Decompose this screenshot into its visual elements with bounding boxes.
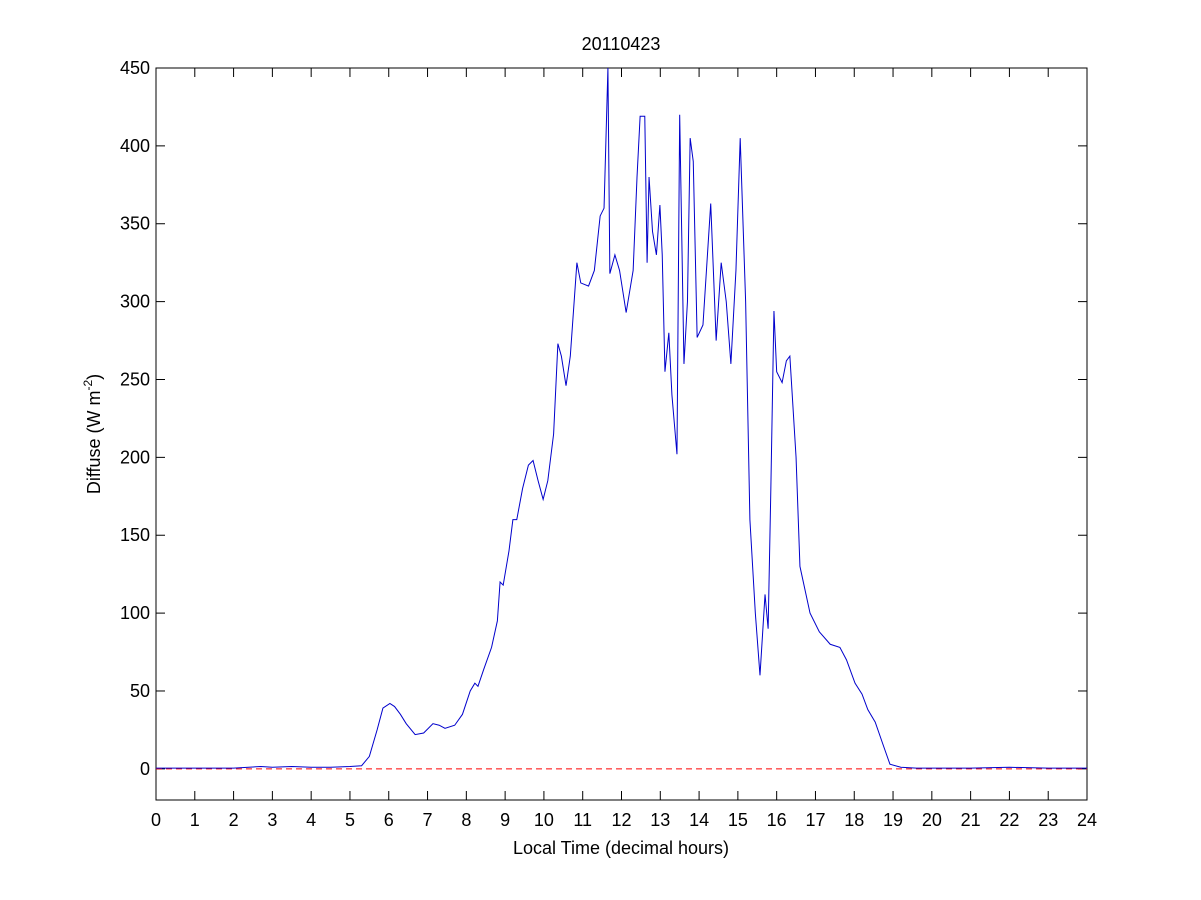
x-tick-label: 10: [534, 810, 554, 830]
y-tick-label: 250: [120, 369, 150, 389]
y-tick-label: 100: [120, 603, 150, 623]
x-tick-label: 0: [151, 810, 161, 830]
x-tick-label: 9: [500, 810, 510, 830]
x-tick-label: 24: [1077, 810, 1097, 830]
y-tick-label: 350: [120, 214, 150, 234]
y-axis-label-superscript: -2: [81, 379, 95, 390]
x-tick-label: 12: [611, 810, 631, 830]
y-tick-label: 300: [120, 292, 150, 312]
x-axis-label: Local Time (decimal hours): [513, 838, 729, 858]
y-tick-label: 400: [120, 136, 150, 156]
x-tick-label: 16: [767, 810, 787, 830]
x-tick-label: 6: [384, 810, 394, 830]
x-tick-label: 7: [423, 810, 433, 830]
x-tick-label: 11: [573, 810, 592, 830]
x-tick-label: 1: [190, 810, 200, 830]
y-tick-label: 450: [120, 58, 150, 78]
x-tick-label: 8: [461, 810, 471, 830]
x-tick-label: 13: [650, 810, 670, 830]
x-tick-label: 3: [267, 810, 277, 830]
x-tick-label: 17: [805, 810, 825, 830]
y-axis-label-suffix: ): [84, 374, 104, 380]
x-tick-label: 14: [689, 810, 709, 830]
y-axis-label-text: Diffuse (W m: [84, 390, 104, 494]
x-tick-label: 4: [306, 810, 316, 830]
y-tick-label: 50: [130, 681, 150, 701]
x-tick-label: 21: [961, 810, 981, 830]
y-tick-label: 200: [120, 447, 150, 467]
x-tick-label: 19: [883, 810, 903, 830]
y-tick-label: 0: [140, 759, 150, 779]
x-tick-label: 2: [229, 810, 239, 830]
x-tick-label: 20: [922, 810, 942, 830]
x-tick-label: 15: [728, 810, 748, 830]
y-axis-label: Diffuse (W m-2): [81, 374, 104, 494]
y-tick-label: 150: [120, 525, 150, 545]
chart-title: 20110423: [582, 34, 661, 54]
x-tick-label: 5: [345, 810, 355, 830]
x-tick-label: 18: [844, 810, 864, 830]
data-line: [156, 67, 1087, 769]
x-tick-label: 23: [1038, 810, 1058, 830]
x-tick-label: 22: [999, 810, 1019, 830]
